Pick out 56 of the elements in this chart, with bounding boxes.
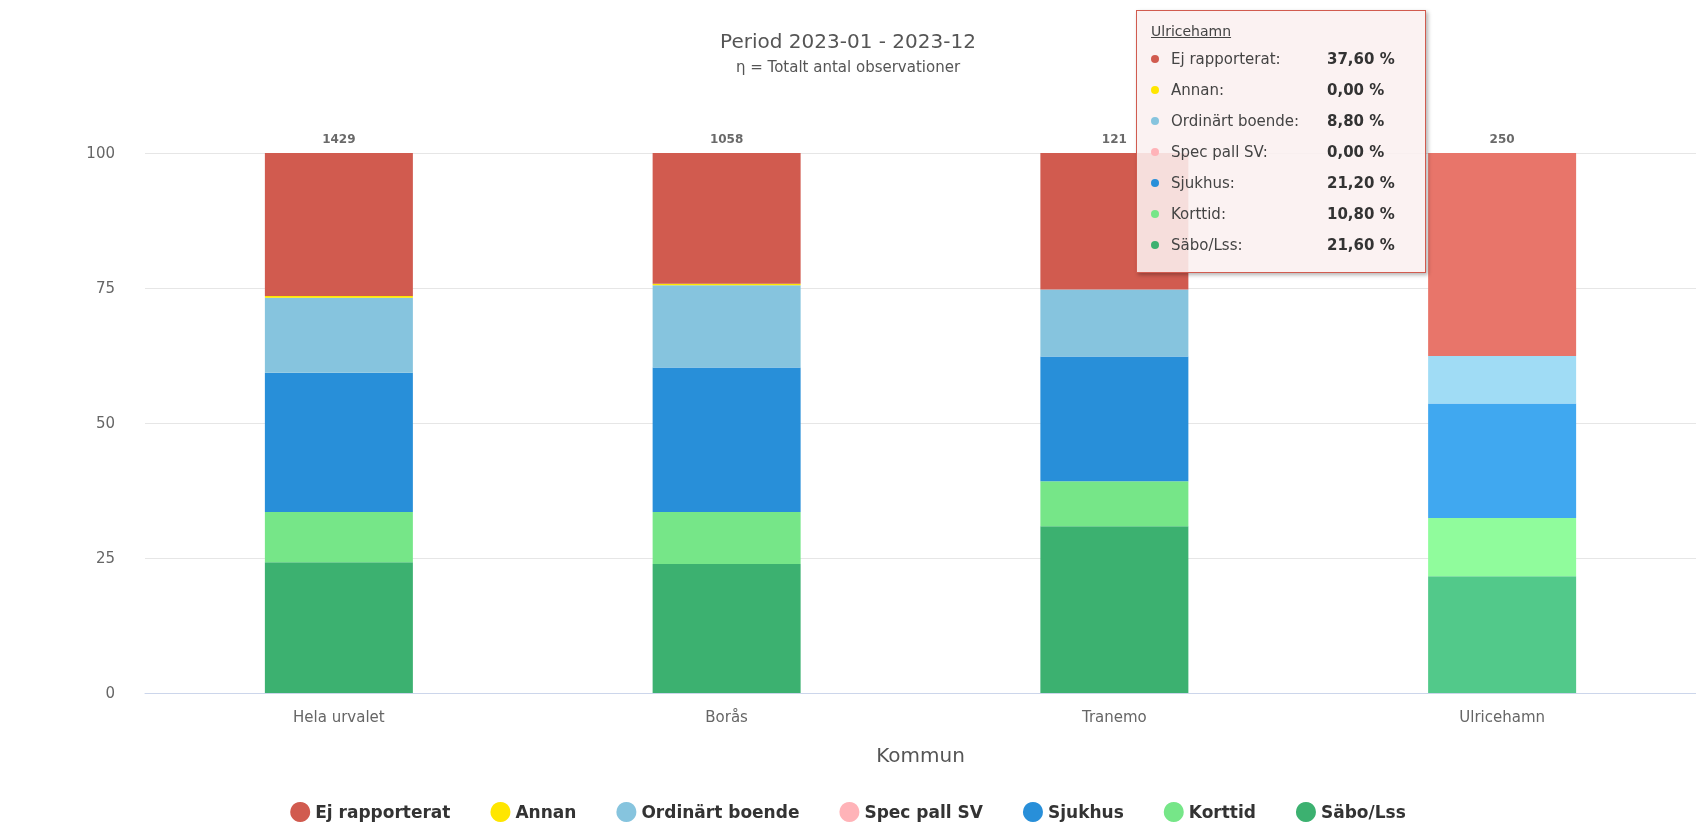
legend-label: Sjukhus — [1047, 802, 1124, 822]
annotation: Säbo/Lss: — [1171, 235, 1244, 254]
text: 37,60 % — [1327, 49, 1395, 68]
bar — [1428, 356, 1577, 404]
bar — [264, 512, 413, 563]
bar — [652, 563, 801, 693]
annotation: Spec pall SV: — [1171, 142, 1269, 161]
text: Ordinärt boende: — [1171, 111, 1300, 130]
x-axis-title: Kommun — [876, 743, 965, 767]
y-tick-label: 100 — [86, 144, 115, 162]
annotation: 1058 — [709, 132, 744, 146]
annotation: Korttid: — [1171, 204, 1227, 223]
bar — [652, 367, 801, 513]
x-tick-label: Ulricehamn — [1459, 707, 1546, 726]
legend-label: Ordinärt boende — [641, 802, 800, 822]
bar — [264, 372, 413, 513]
annotation: 21,60 % — [1327, 235, 1395, 254]
legend-label: Annan — [515, 802, 577, 822]
legend-label: Säbo/Lss — [1320, 802, 1406, 822]
annotation: 10,80 % — [1327, 204, 1395, 223]
annotation: 250 — [1489, 132, 1515, 146]
bar — [264, 562, 413, 693]
text: Ulricehamn — [1151, 23, 1232, 39]
legend-label: Spec pall SV — [864, 802, 984, 822]
x-tick-label: Borås — [705, 707, 749, 726]
text: Annan: — [1171, 80, 1225, 99]
bar — [1040, 481, 1189, 527]
bar — [652, 512, 801, 564]
bar — [1428, 518, 1577, 577]
annotation: 1429 — [322, 132, 356, 146]
x-tick-label: Hela urvalet — [293, 707, 385, 726]
bar — [1040, 526, 1189, 693]
bar — [1428, 576, 1577, 693]
x-tick-label: Tranemo — [1080, 707, 1147, 726]
bar — [264, 153, 413, 297]
annotation: 121 — [1101, 132, 1127, 146]
annotation: Sjukhus: — [1171, 173, 1236, 192]
bar — [1428, 403, 1577, 519]
bar — [652, 153, 801, 284]
y-tick-label: 25 — [95, 549, 115, 567]
annotation: 0,00 % — [1327, 142, 1385, 161]
text: Ej rapporterat: — [1171, 49, 1281, 68]
bar — [1040, 356, 1189, 482]
bar — [652, 285, 801, 368]
text: 0,00 % — [1327, 80, 1385, 99]
legend-label: Ej rapporterat — [315, 802, 451, 822]
chart-title: Period 2023-01 - 2023-12 — [720, 29, 976, 53]
y-tick-label: 75 — [95, 279, 115, 297]
y-tick-label: 0 — [105, 684, 115, 702]
annotation: 21,20 % — [1327, 173, 1395, 192]
y-tick-label: 50 — [95, 414, 115, 432]
bar — [264, 297, 413, 373]
text: 8,80 % — [1327, 111, 1385, 130]
bar — [1040, 289, 1189, 357]
legend-label: Korttid — [1188, 802, 1256, 822]
chart-subtitle: η = Totalt antal observationer — [735, 57, 961, 76]
